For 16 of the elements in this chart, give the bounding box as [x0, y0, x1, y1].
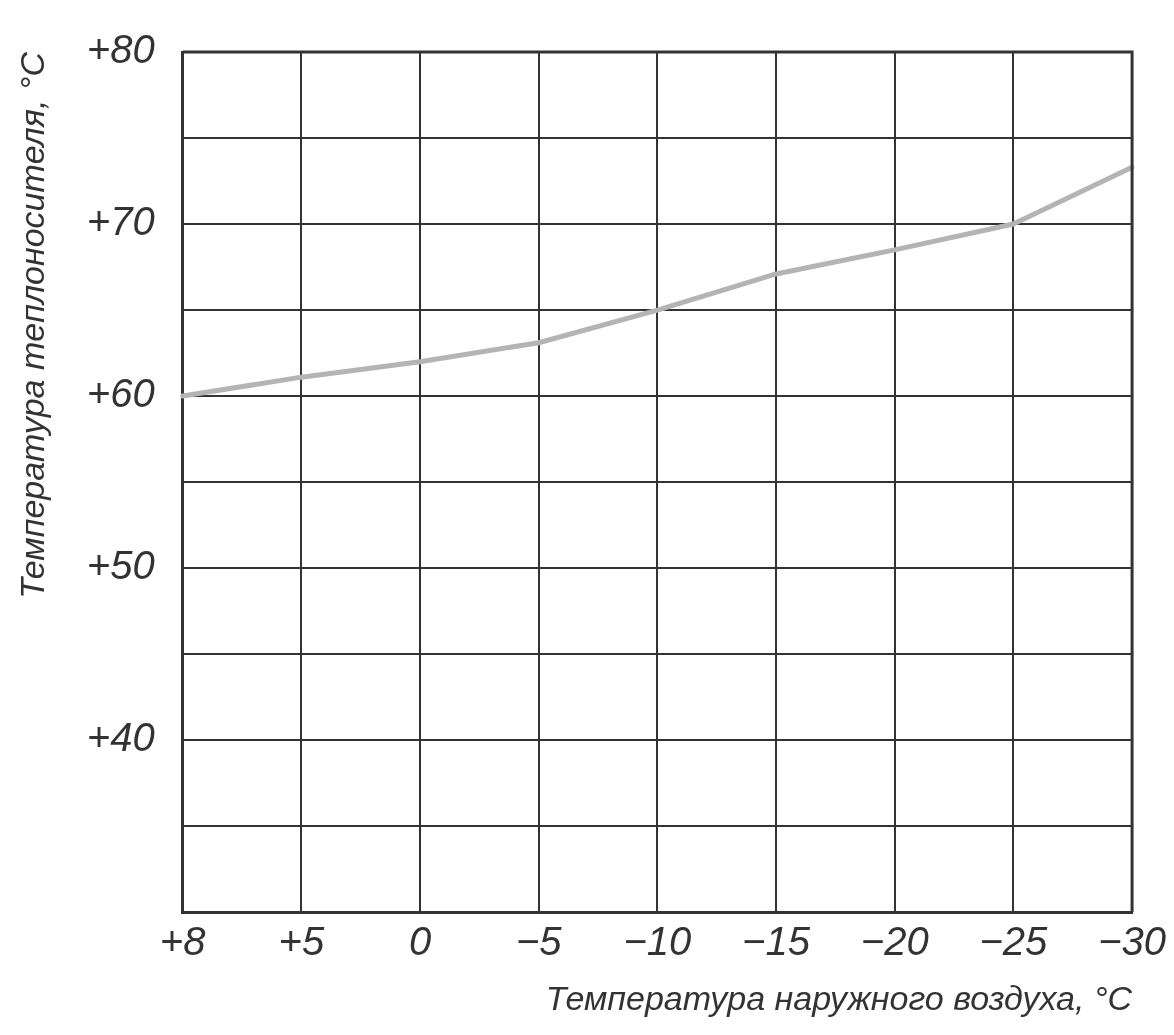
y-tick-label: +40 [86, 715, 155, 760]
y-tick-label: +80 [86, 27, 155, 72]
x-tick-label: −15 [742, 919, 811, 964]
x-axis-title: Температура наружного воздуха, °C [545, 979, 1133, 1018]
x-tick-label: 0 [408, 919, 432, 964]
y-tick-label: +60 [86, 371, 155, 416]
y-tick-label: +70 [86, 199, 155, 244]
y-tick-label: +50 [86, 543, 155, 588]
x-tick-label: +8 [159, 919, 207, 964]
y-axis-title: Температура теплоносителя, °C [12, 51, 51, 599]
x-tick-label: +5 [278, 919, 325, 964]
x-tick-label: −10 [623, 919, 692, 964]
x-tick-label: −20 [860, 919, 929, 964]
x-tick-label: −30 [1098, 919, 1166, 964]
x-tick-label: −25 [979, 919, 1049, 964]
x-tick-label: −5 [515, 919, 563, 964]
